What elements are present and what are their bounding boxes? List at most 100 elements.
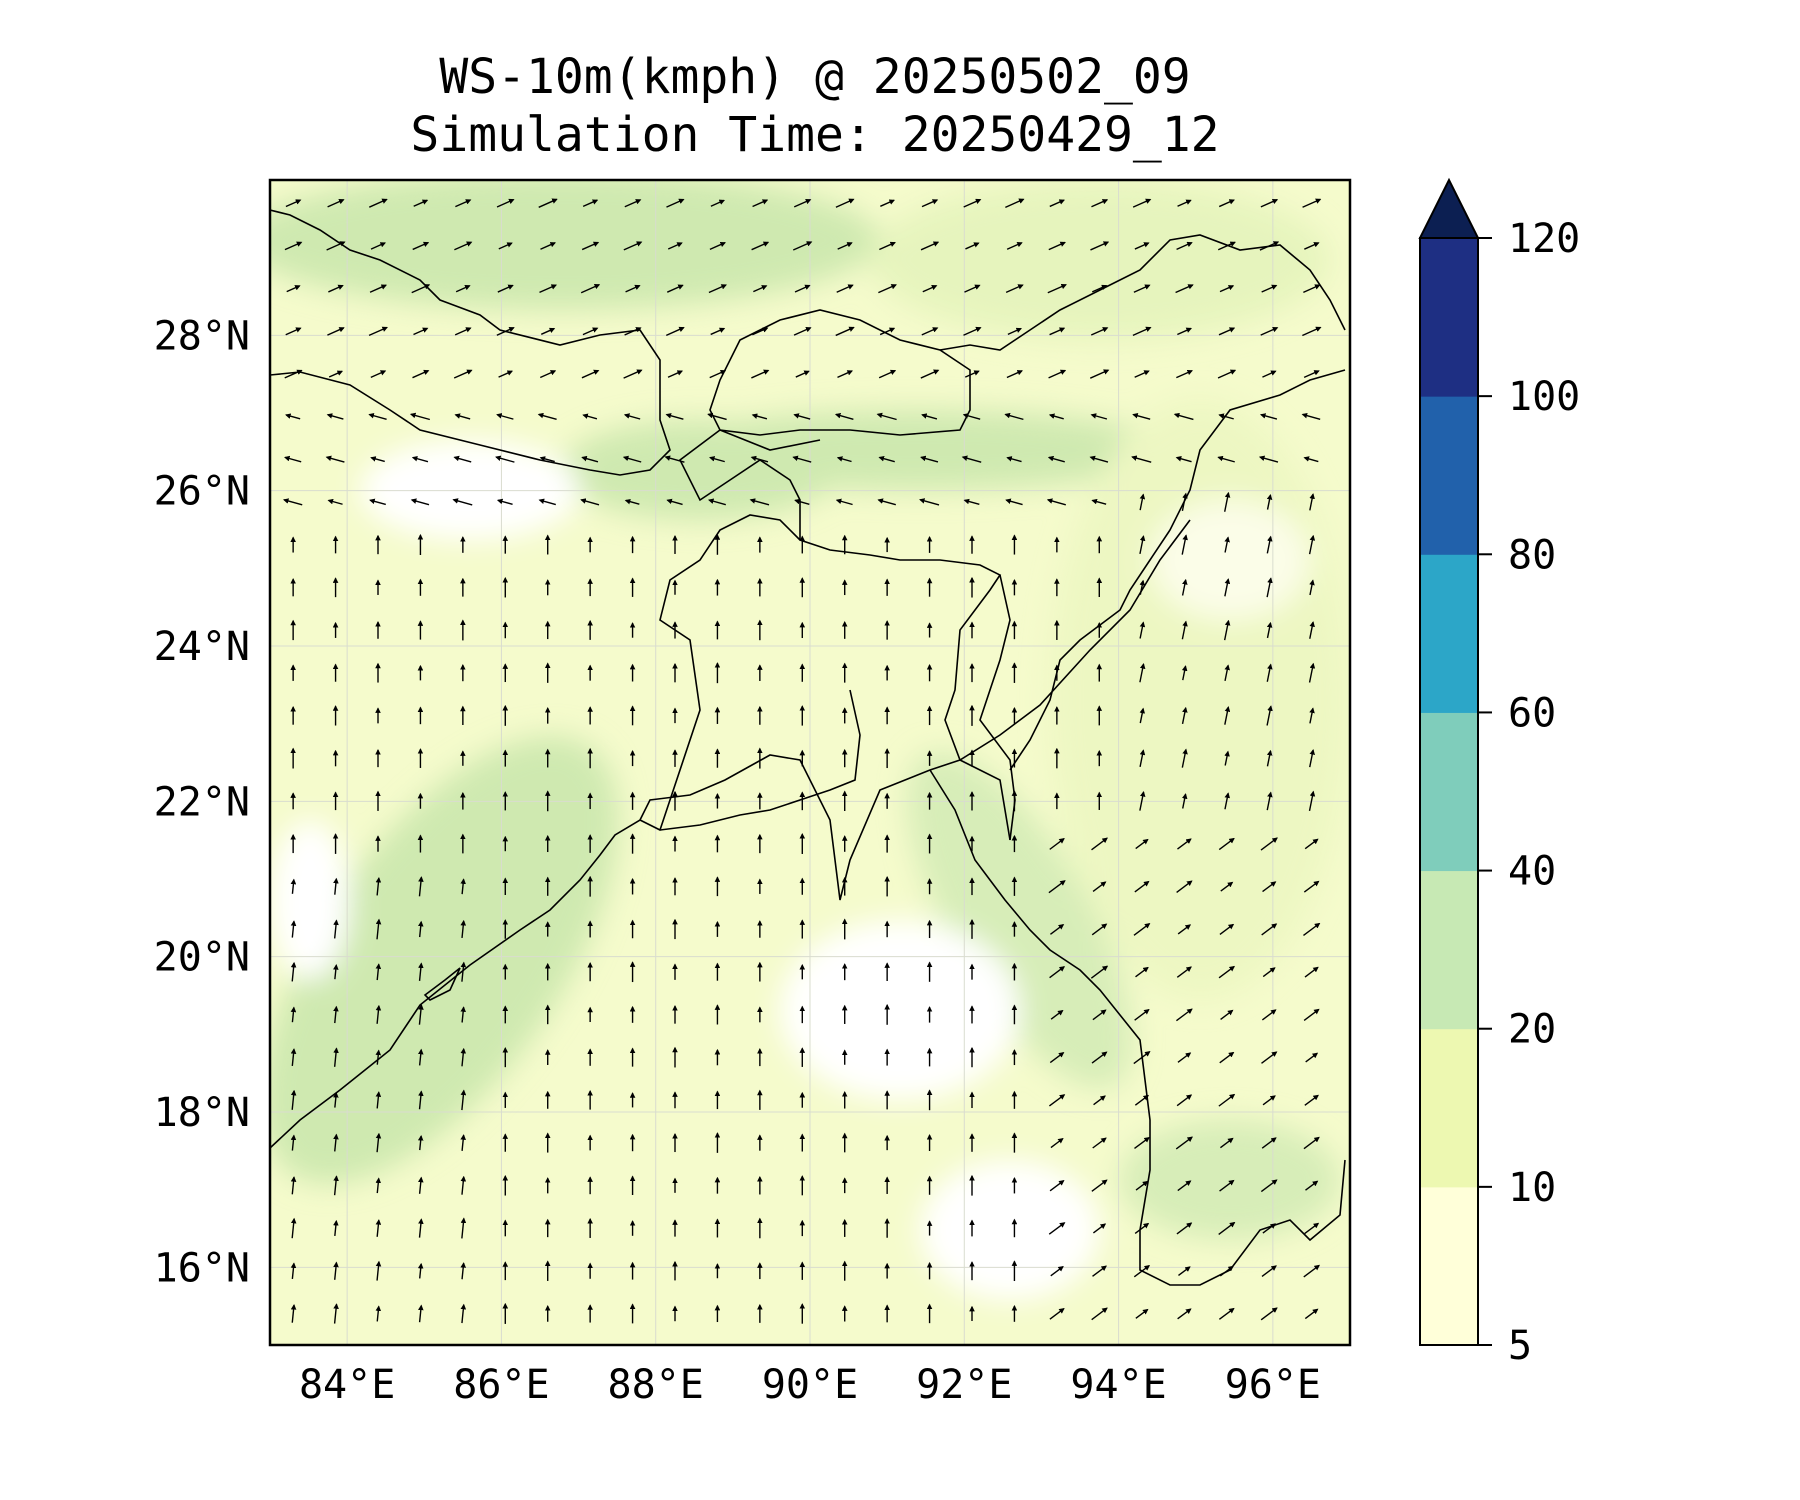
x-tick-label: 92°E (916, 1362, 1012, 1408)
wind-arrow (290, 1262, 297, 1280)
wind-arrow (1309, 749, 1315, 768)
wind-arrow (1050, 923, 1065, 935)
wind-arrow (879, 327, 896, 336)
wind-arrow (665, 326, 685, 336)
wind-arrow (285, 199, 302, 208)
wind-arrow (1177, 1180, 1192, 1192)
y-tick-label: 20°N (154, 935, 250, 981)
wind-arrow (1090, 965, 1109, 979)
colorbar-label: 100 (1508, 374, 1580, 420)
wind-arrow (1266, 493, 1273, 510)
wind-arrow (707, 498, 726, 506)
wind-arrow (460, 919, 467, 938)
colorbar-bands (1420, 237, 1492, 1346)
wind-arrow (1303, 284, 1321, 293)
colorbar-label: 60 (1508, 690, 1556, 736)
y-axis-ticks: 16°N 18°N 20°N 22°N 24°N 26°N 28°N (154, 313, 250, 1291)
wind-arrow (1176, 241, 1193, 251)
wind-arrow (284, 369, 303, 379)
wind-arrow (1177, 924, 1192, 935)
wind-arrow (1218, 1307, 1235, 1320)
wind-arrow (1261, 923, 1278, 936)
wind-arrow (879, 241, 896, 251)
wind-arrow (964, 370, 980, 378)
wind-arrow (710, 199, 725, 207)
wind-arrow (538, 498, 556, 506)
wind-arrow (1048, 1094, 1066, 1107)
wind-arrow (1261, 1009, 1277, 1021)
wind-arrow (667, 370, 683, 378)
wind-arrow (1048, 241, 1066, 251)
wind-arrow (1175, 1136, 1193, 1150)
wind-arrow (964, 284, 981, 293)
wind-arrow (877, 498, 896, 506)
wind-arrow (285, 413, 301, 420)
wind-arrow (452, 498, 473, 506)
wind-arrow (498, 370, 514, 378)
wind-arrow (418, 1176, 424, 1194)
wind-arrow (1224, 792, 1231, 810)
wind-arrow (1091, 199, 1109, 208)
colorbar: 5 10 20 40 60 80 100 120 (1418, 177, 1580, 1369)
wind-arrow (1176, 1222, 1193, 1235)
wind-arrow (1260, 198, 1279, 208)
wind-arrow (460, 1217, 467, 1239)
wind-arrow (375, 1049, 382, 1065)
wind-arrow (1092, 1223, 1107, 1234)
wind-arrow (1090, 241, 1110, 251)
wind-arrow (1181, 793, 1188, 809)
wind-arrow (920, 455, 939, 463)
x-axis-ticks: 84°E 86°E 88°E 90°E 92°E 94°E 96°E (299, 1362, 1321, 1408)
wind-arrow (624, 498, 640, 505)
wind-arrow (835, 198, 855, 208)
wind-arrow (418, 962, 424, 981)
wind-arrow (1219, 285, 1235, 293)
wind-arrow (1309, 579, 1315, 596)
wind-arrow (920, 241, 940, 251)
wind-arrow (368, 326, 388, 337)
wind-arrow (709, 456, 725, 463)
wind-arrow (1220, 881, 1234, 892)
wind-arrow (537, 412, 557, 421)
myanmar-india-border (1009, 369, 1346, 771)
wind-arrow (282, 498, 303, 506)
wind-arrow (1266, 663, 1273, 682)
wind-arrow (290, 1176, 297, 1195)
wind-arrow (667, 242, 683, 250)
title-line-2: Simulation Time: 20250429_12 (410, 107, 1220, 163)
wind-arrow (1266, 791, 1273, 811)
wind-arrow (1181, 706, 1188, 725)
wind-arrow (1006, 242, 1023, 250)
y-tick-label: 26°N (154, 469, 250, 515)
colorbar-label: 5 (1508, 1323, 1532, 1369)
wind-arrow (1224, 536, 1230, 553)
wind-arrow (460, 1089, 467, 1111)
wind-arrow (1224, 491, 1231, 512)
wind-arrow (835, 326, 855, 337)
wind-arrow (582, 199, 599, 208)
wind-arrow (751, 413, 768, 420)
shade-northeast (870, 180, 1330, 340)
wind-arrow (1303, 922, 1321, 937)
wind-arrow (1135, 966, 1149, 978)
wind-arrow (370, 456, 385, 463)
wind-arrow (1259, 413, 1278, 420)
wind-arrow (1134, 1094, 1149, 1106)
wind-arrow (496, 498, 513, 506)
wind-arrow (961, 455, 982, 463)
wind-arrow (1177, 327, 1192, 336)
wind-arrow (333, 964, 339, 980)
wind-arrow (333, 1261, 339, 1280)
wind-arrow (460, 1047, 467, 1067)
wind-arrow (1049, 199, 1065, 208)
wind-arrow (1218, 327, 1236, 336)
wind-arrow (1133, 1264, 1151, 1278)
wind-arrow (878, 455, 895, 463)
wind-arrow (1303, 370, 1320, 379)
wind-arrow (325, 455, 345, 463)
wind-arrow (1050, 1137, 1064, 1149)
wind-arrow (665, 413, 684, 420)
shade-myanmar-south (1120, 1120, 1340, 1240)
wind-arrow (1224, 664, 1230, 682)
